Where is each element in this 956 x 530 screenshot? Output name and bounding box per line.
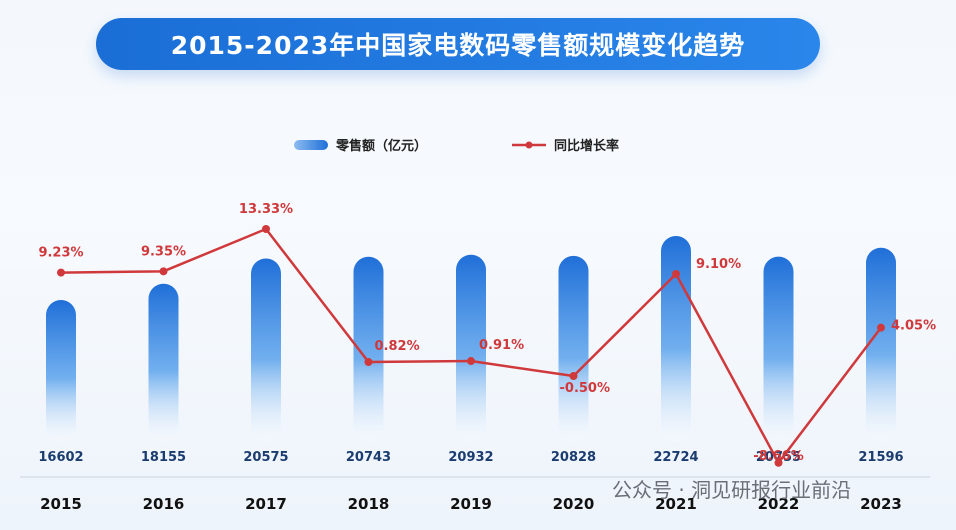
bar-2018 bbox=[353, 256, 384, 442]
bar-2020 bbox=[558, 255, 589, 442]
growth-rate-label: 0.82% bbox=[375, 339, 420, 354]
bar-2017 bbox=[251, 258, 281, 442]
growth-point-2017 bbox=[262, 225, 270, 233]
growth-rate-label: 9.35% bbox=[141, 244, 186, 259]
growth-rate-label: -0.50% bbox=[560, 381, 611, 396]
bar-value-label: 16602 bbox=[38, 450, 83, 465]
legend-bar-swatch bbox=[294, 140, 328, 150]
growth-point-2016 bbox=[159, 267, 168, 276]
growth-rate-label: 0.91% bbox=[479, 338, 524, 353]
x-tick-label: 2022 bbox=[758, 495, 800, 513]
bar-2021 bbox=[661, 236, 691, 442]
growth-point-2022 bbox=[774, 458, 783, 467]
x-tick-label: 2019 bbox=[450, 495, 492, 513]
x-tick-label: 2016 bbox=[143, 495, 185, 513]
growth-line-group bbox=[57, 225, 885, 467]
growth-point-2015 bbox=[57, 268, 65, 277]
growth-point-2019 bbox=[467, 357, 475, 366]
bar-2019 bbox=[456, 254, 486, 442]
value-labels-group: 16602 18155 20575 20743 20932 20828 22724 20755… bbox=[38, 450, 903, 465]
growth-point-2023 bbox=[877, 323, 885, 332]
legend-line-label: 同比增长率 bbox=[554, 138, 619, 154]
bar-2015 bbox=[46, 300, 76, 442]
bar-2023 bbox=[866, 247, 896, 442]
bar-value-label: 20932 bbox=[448, 450, 493, 465]
bar-value-label: 20755 bbox=[756, 450, 801, 465]
growth-point-2021 bbox=[672, 269, 680, 278]
growth-rate-label: 13.33% bbox=[239, 202, 293, 217]
x-tick-label: 2023 bbox=[860, 495, 902, 513]
chart-title-banner: 2015-2023年中国家电数码零售额规模变化趋势 bbox=[96, 18, 820, 70]
bar-value-label: 20743 bbox=[346, 450, 391, 465]
x-tick-label: 2020 bbox=[553, 495, 595, 513]
x-tick-label: 2017 bbox=[245, 495, 287, 513]
growth-rate-label: 4.05% bbox=[891, 319, 936, 334]
x-tick-label: 2015 bbox=[40, 495, 82, 513]
bar-value-label: 21596 bbox=[858, 450, 903, 465]
growth-rate-label: 9.23% bbox=[38, 246, 83, 261]
legend-line-marker bbox=[525, 141, 533, 149]
legend-bar-label: 零售额（亿元） bbox=[335, 138, 427, 154]
growth-rate-label: -8.66% bbox=[753, 449, 804, 464]
chart-title: 2015-2023年中国家电数码零售额规模变化趋势 bbox=[170, 31, 746, 60]
bar-value-label: 22724 bbox=[653, 450, 698, 465]
bar-value-label: 18155 bbox=[141, 450, 186, 465]
x-tick-label: 2018 bbox=[348, 495, 390, 513]
legend: 零售额（亿元） 同比增长率 bbox=[294, 138, 619, 154]
bar-value-label: 20575 bbox=[243, 450, 288, 465]
growth-point-2018 bbox=[364, 358, 373, 366]
bars-group bbox=[46, 236, 896, 442]
bar-2022 bbox=[763, 256, 794, 442]
bar-2016 bbox=[148, 283, 179, 442]
watermark: 公众号 · 洞见研报行业前沿 bbox=[612, 478, 851, 502]
year-labels-group: 2015 2016 2017 2018 2019 2020 2021 2022 2023 bbox=[40, 495, 902, 513]
pct-labels-group: 9.23% 9.35% 13.33% 0.82% 0.91% -0.50% 9.10% -8.… bbox=[38, 202, 936, 464]
bar-value-label: 20828 bbox=[551, 450, 596, 465]
growth-point-2020 bbox=[569, 372, 578, 381]
x-tick-label: 2021 bbox=[655, 495, 697, 513]
growth-rate-label: 9.10% bbox=[696, 257, 741, 272]
